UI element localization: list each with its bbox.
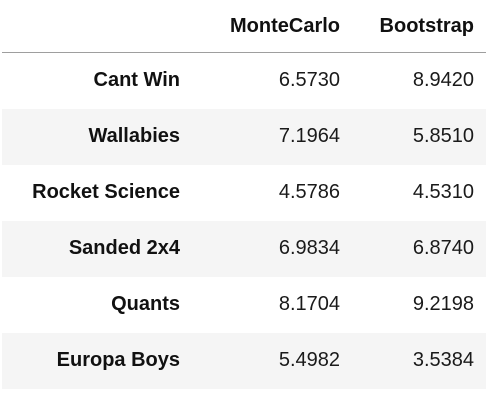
montecarlo-cell: 7.1964 — [278, 125, 340, 147]
column-header-montecarlo: MonteCarlo — [192, 0, 352, 53]
table-header: MonteCarlo Bootstrap — [2, 0, 486, 53]
row-label: Quants — [111, 293, 180, 315]
table-row: Rocket Science 4.5786 4.5310 — [2, 165, 486, 221]
montecarlo-cell: 6.5730 — [278, 69, 340, 92]
index-header-cell — [2, 0, 192, 53]
table-row: Europa Boys 5.4982 3.5384 — [2, 332, 486, 389]
row-label: Wallabies — [88, 125, 180, 147]
bootstrap-cell: 4.5310 — [412, 181, 474, 203]
bootstrap-cell: 3.5384 — [412, 349, 474, 371]
bootstrap-cell: 6.8740 — [412, 237, 474, 259]
bootstrap-cell: 5.8510 — [412, 125, 474, 147]
bootstrap-cell: 9.2198 — [412, 293, 474, 315]
montecarlo-cell: 4.5786 — [278, 181, 340, 203]
header-row: MonteCarlo Bootstrap — [2, 0, 486, 53]
table-row: Cant Win 6.5730 8.9420 — [2, 53, 486, 109]
table-body: Cant Win 6.5730 8.9420 Wallabies 7.1964 … — [2, 53, 486, 389]
montecarlo-cell: 5.4982 — [278, 349, 340, 371]
table-row: Quants 8.1704 9.2198 — [2, 277, 486, 333]
row-label: Sanded 2x4 — [68, 237, 180, 259]
bootstrap-cell: 8.9420 — [412, 69, 474, 92]
table-row: Wallabies 7.1964 5.8510 — [2, 108, 486, 165]
montecarlo-cell: 6.9834 — [278, 237, 340, 259]
row-label: Rocket Science — [32, 181, 180, 203]
column-header-bootstrap: Bootstrap — [352, 0, 486, 53]
montecarlo-cell: 8.1704 — [278, 293, 340, 315]
row-label: Cant Win — [93, 69, 180, 92]
row-label: Europa Boys — [56, 349, 180, 371]
dataframe-table: MonteCarlo Bootstrap Cant Win 6.5730 8.9… — [2, 0, 486, 389]
table-row: Sanded 2x4 6.9834 6.8740 — [2, 220, 486, 277]
